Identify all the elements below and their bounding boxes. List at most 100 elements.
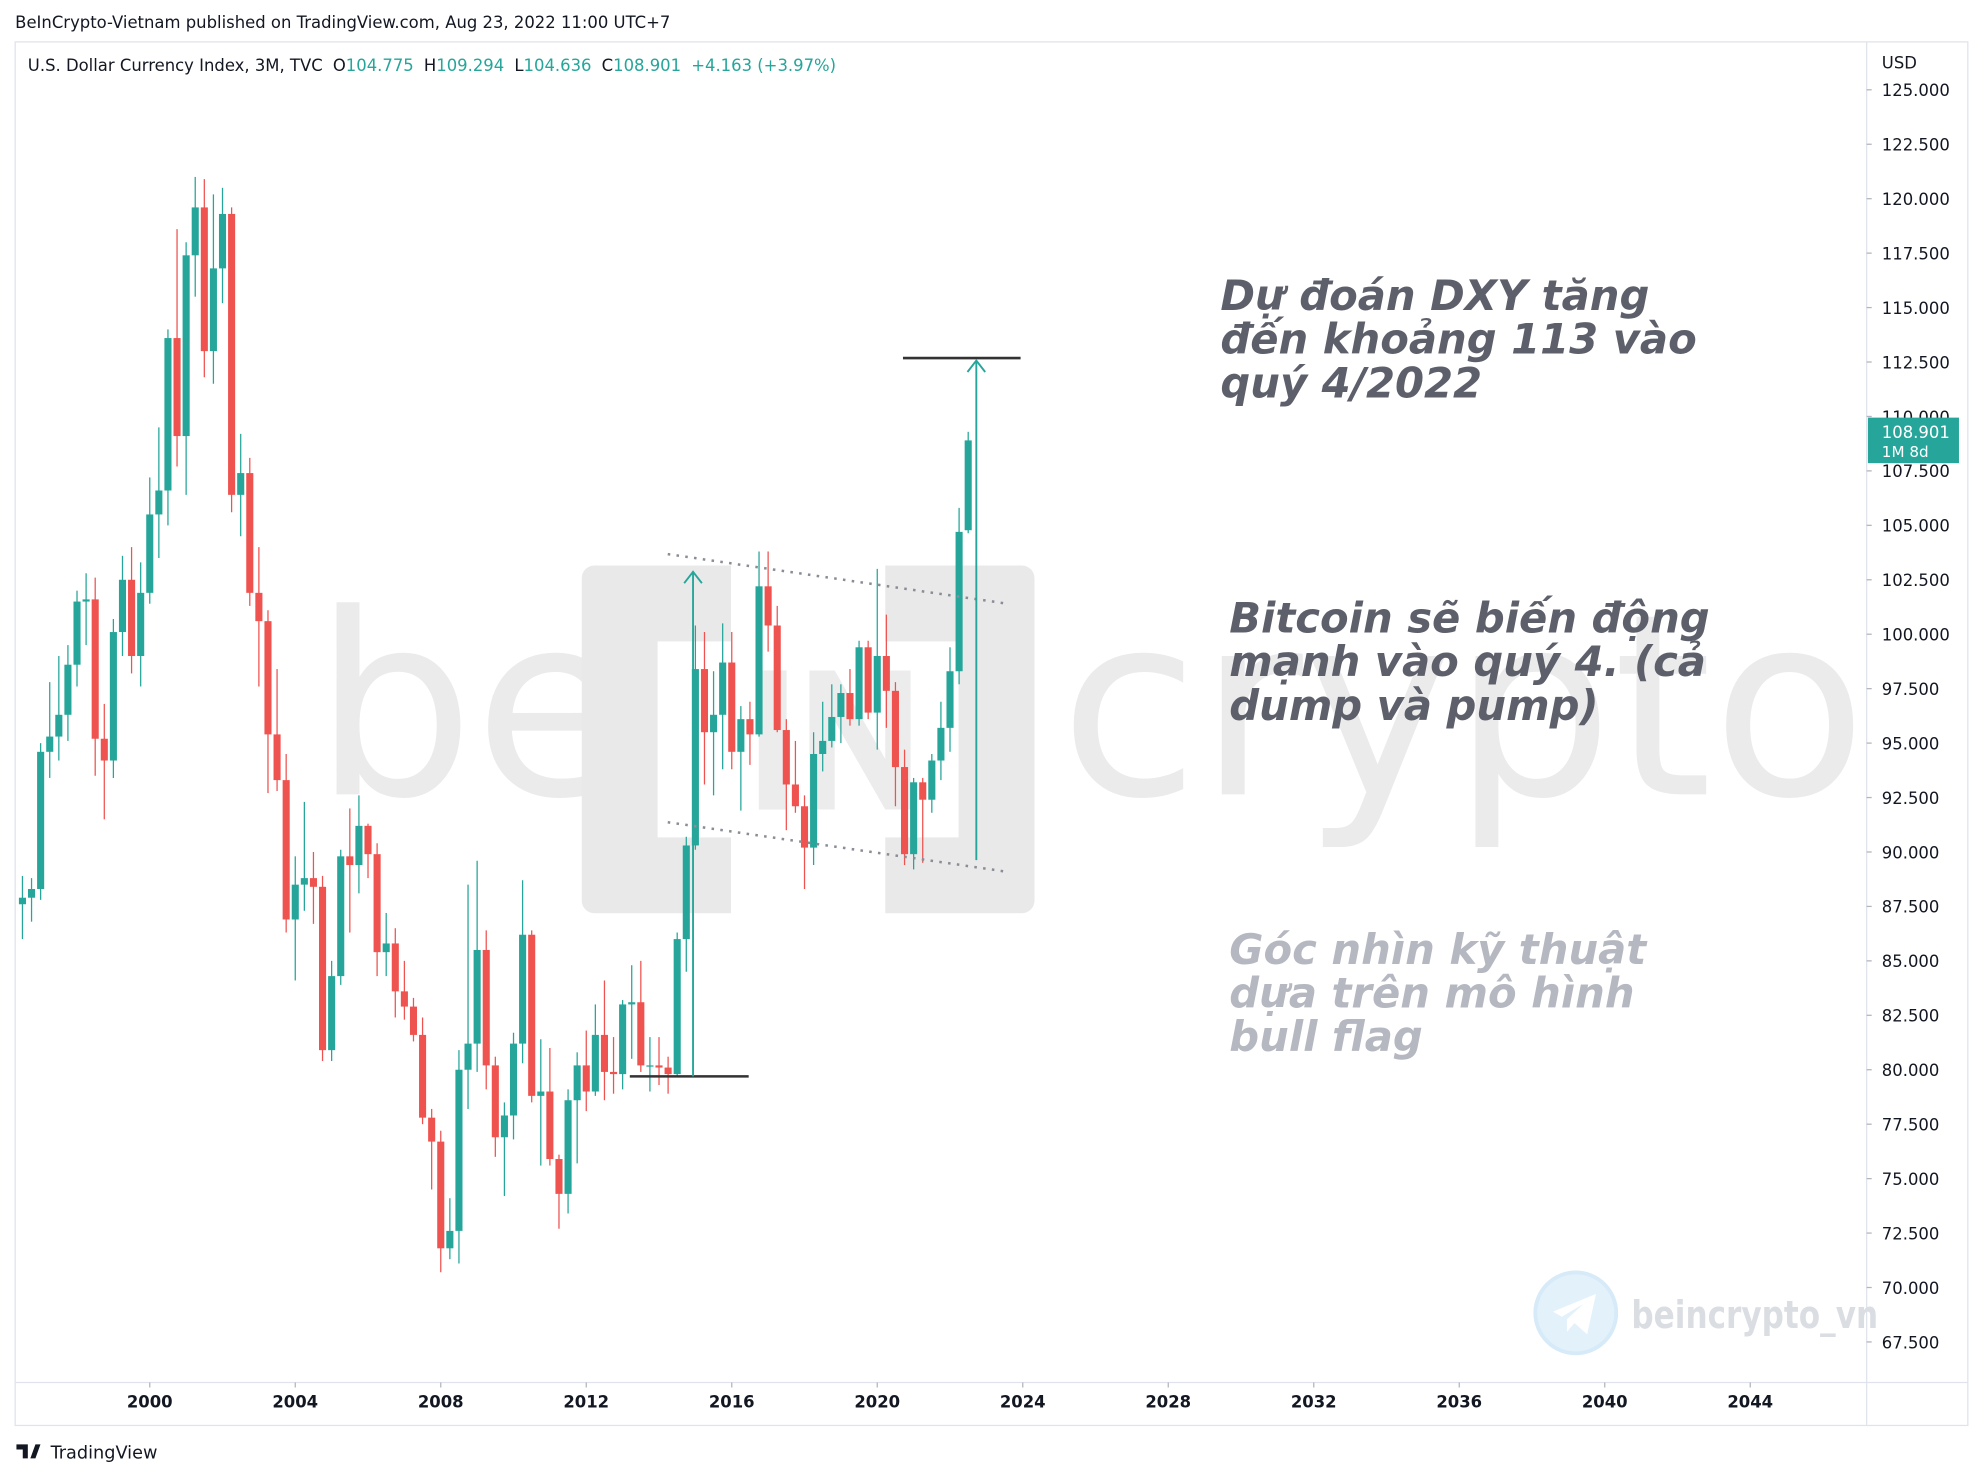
candle-body [746, 719, 754, 735]
last-price: 108.901 [1882, 423, 1950, 442]
y-tick-label: 120.000 [1882, 190, 1950, 209]
y-tick-label: 85.000 [1882, 952, 1940, 971]
candle-body [319, 886, 327, 1051]
y-tick-label: 102.500 [1882, 571, 1950, 590]
candle-body [482, 949, 490, 1066]
x-tick-label: 2032 [1291, 1393, 1337, 1412]
candle-body [164, 338, 172, 491]
watermark-bracket [581, 565, 731, 914]
y-tick-label: 77.500 [1882, 1116, 1940, 1135]
candle-body [428, 1117, 436, 1142]
y-tick-label: 70.000 [1882, 1279, 1940, 1298]
annotation-line: bull flag [1229, 1012, 1423, 1061]
candle-body [364, 825, 372, 855]
annotation-line: dump và pump) [1229, 681, 1598, 730]
candle-body [891, 690, 899, 768]
candle-body [300, 878, 308, 885]
candle-body [455, 1069, 463, 1231]
candle-body [700, 669, 709, 733]
x-tick-label: 2000 [127, 1393, 173, 1412]
candle-body [146, 514, 154, 593]
candle-body [537, 1091, 545, 1096]
candles [18, 176, 972, 1273]
channel-handle: beincrypto_vn [1631, 1294, 1878, 1338]
candle-body [910, 782, 918, 855]
candle-body [873, 655, 881, 713]
candle-body [309, 878, 317, 887]
x-tick-label: 2024 [1000, 1393, 1046, 1412]
ohlc-label: O [333, 56, 346, 75]
candle-body [373, 854, 381, 953]
candle-body [282, 780, 290, 920]
candle-body [573, 1065, 581, 1101]
y-tick-label: 90.000 [1882, 843, 1940, 862]
currency-label: USD [1882, 53, 1917, 72]
annotation-line: Dự đoán DXY tăng [1220, 271, 1649, 320]
candle-body [419, 1034, 427, 1118]
y-tick-label: 75.000 [1882, 1170, 1940, 1189]
y-tick-label: 87.500 [1882, 898, 1940, 917]
watermark-right: crypto [1060, 559, 1867, 854]
chart-frame [14, 41, 1969, 1427]
x-tick-label: 2008 [418, 1393, 464, 1412]
telegram-plane [1553, 1293, 1597, 1335]
candle-body [837, 693, 845, 717]
x-tick-label: 2020 [854, 1393, 900, 1412]
candle-body [673, 939, 681, 1075]
candle-body [855, 647, 863, 720]
candle-body [600, 1034, 608, 1072]
candle-body [937, 727, 945, 761]
annotation-line: Góc nhìn kỹ thuật [1229, 925, 1648, 974]
candle-body [200, 207, 208, 352]
candle-body [446, 1230, 454, 1249]
candle-body [728, 662, 736, 752]
candle-body [764, 586, 772, 626]
candle-body [382, 943, 390, 953]
candle-body [491, 1065, 499, 1138]
candle-body [337, 856, 345, 977]
candle-body [637, 1002, 645, 1066]
y-tick-label: 100.000 [1882, 626, 1950, 645]
annotation-line: dựa trên mô hình [1229, 968, 1634, 1017]
candle-body [191, 207, 199, 256]
symbol-name: U.S. Dollar Currency Index, 3M, TVC [28, 56, 323, 75]
candle-body [328, 976, 336, 1051]
x-tick-label: 2044 [1727, 1393, 1773, 1412]
candle-body [246, 473, 254, 593]
candle-body [273, 734, 281, 781]
ohlc-label: C [602, 56, 613, 75]
ohlc-value: 104.636 [524, 56, 592, 75]
candle-body [691, 669, 699, 846]
x-tick-label: 2012 [563, 1393, 609, 1412]
candle-body [710, 714, 718, 733]
candle-body [810, 753, 818, 848]
candle-body [473, 949, 481, 1044]
change-value: +4.163 (+3.97%) [691, 56, 836, 75]
watermark: be crypto beincrypto_vn [314, 559, 1878, 1356]
annotation-line: đến khoảng 113 vào [1220, 315, 1696, 364]
candle-body [46, 736, 54, 752]
candle-body [609, 1071, 618, 1075]
candle-body [155, 490, 163, 515]
candle-body [546, 1091, 554, 1160]
ohlc-value: 108.901 [613, 56, 681, 75]
candle-body [582, 1065, 590, 1092]
watermark-n [809, 670, 911, 810]
flag-lower-line [667, 820, 1006, 873]
y-tick-label: 80.000 [1882, 1061, 1940, 1080]
y-tick-label: 117.500 [1882, 244, 1950, 263]
candle-body [737, 719, 745, 752]
candle-body [864, 647, 872, 713]
candle-body [564, 1100, 572, 1194]
candle-body [509, 1043, 518, 1116]
candle-body [228, 213, 236, 495]
axes: 125.000 122.500 120.000 117.500 115.000 112.5… [127, 81, 1950, 1412]
symbol-legend: U.S. Dollar Currency Index, 3M, TVC O 104.… [28, 56, 836, 75]
candle-body [755, 586, 763, 735]
candle-body [218, 213, 227, 269]
watermark-left: be [314, 559, 630, 854]
candle-body [655, 1065, 663, 1068]
y-tick-label: 125.000 [1882, 81, 1950, 100]
tradingview-logo: TradingView [16, 1443, 157, 1463]
